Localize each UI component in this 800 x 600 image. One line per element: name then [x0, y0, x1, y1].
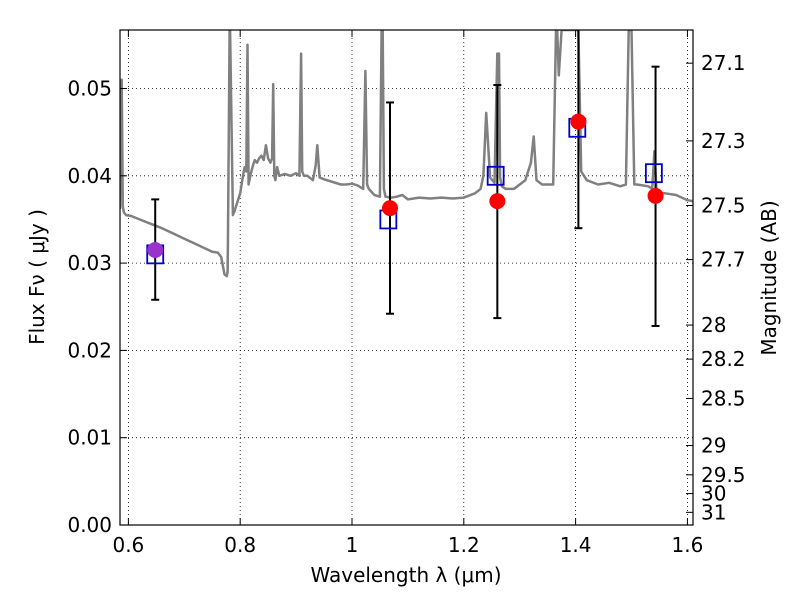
observed-point	[489, 193, 506, 210]
y2-tick-label: 30	[701, 482, 726, 506]
y-tick-label: 0.05	[67, 76, 112, 100]
y2-axis-title: Magnitude (AB)	[757, 200, 781, 355]
y2-tick-label: 27.1	[701, 51, 746, 75]
observed-point	[570, 113, 587, 130]
y-tick-label: 0.01	[67, 426, 112, 450]
observed-point	[147, 242, 164, 258]
y-axis-title: Flux Fν ( μJy )	[25, 209, 49, 345]
y-tick-label: 0.02	[67, 338, 112, 362]
y2-tick-label: 28.5	[701, 386, 746, 410]
observed-point	[382, 200, 399, 217]
y2-tick-label: 27.5	[701, 193, 746, 217]
y2-tick-label: 31	[701, 500, 726, 524]
y2-tick-label: 28	[701, 313, 726, 337]
plot-area	[120, 30, 693, 327]
model-band-square	[644, 163, 663, 184]
model-spectrum-line	[120, 30, 693, 278]
y2-tick-label: 29	[701, 434, 726, 458]
x-tick-label: 1	[346, 533, 359, 557]
x-tick-label: 0.8	[224, 533, 256, 557]
x-tick-label: 1.6	[672, 533, 704, 557]
y2-tick-label: 29.5	[701, 463, 746, 487]
y-tick-label: 0.03	[67, 251, 112, 275]
x-tick-label: 1.4	[560, 533, 592, 557]
y2-tick-label: 27.3	[701, 129, 746, 153]
x-axis-title: Wavelength λ (μm)	[310, 563, 501, 587]
x-tick-label: 1.2	[448, 533, 480, 557]
model-band-square	[486, 165, 505, 186]
grid	[120, 30, 693, 526]
y-tick-label: 0.04	[67, 164, 112, 188]
tick-labels: 0.6 0.8 1 1.2 1.4 1.6 0.00 0.01 0.02 0.03 0.04 0.05…	[67, 51, 745, 557]
y-tick-label: 0.00	[67, 513, 112, 537]
observed-markers	[147, 113, 664, 258]
plot-frame	[119, 29, 694, 526]
ticks	[120, 30, 693, 526]
y2-tick-label: 28.2	[701, 347, 746, 371]
x-tick-label: 0.6	[112, 533, 144, 557]
y2-tick-label: 27.7	[701, 248, 746, 272]
observed-point	[647, 187, 664, 204]
